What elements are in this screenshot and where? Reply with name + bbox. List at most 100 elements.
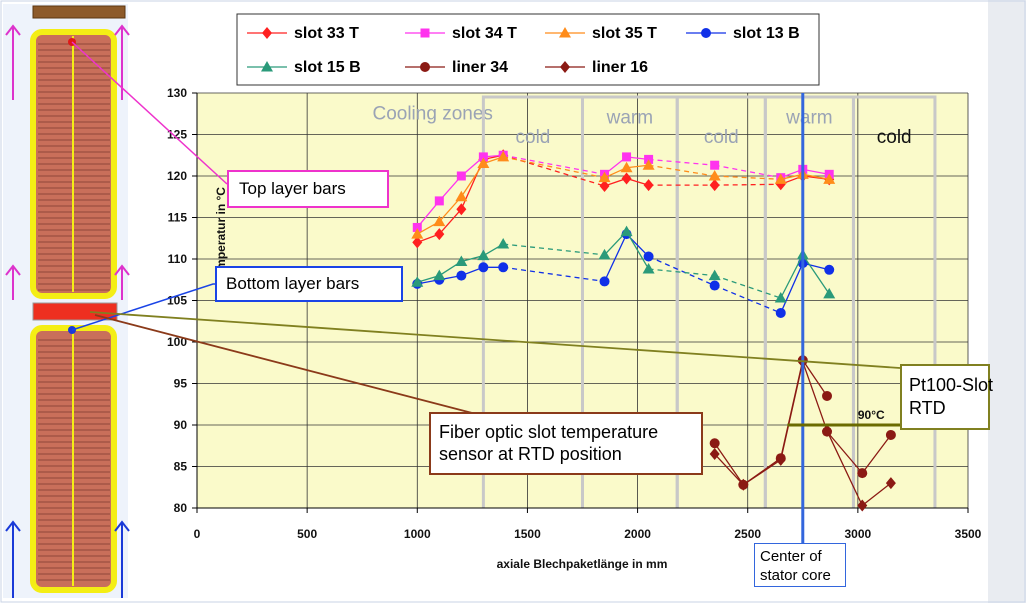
airflow-arrowhead [5, 520, 21, 532]
data-point [412, 222, 422, 232]
data-point [497, 238, 510, 249]
data-point [822, 390, 833, 401]
series-slot-15-b [411, 225, 836, 303]
data-point [434, 228, 445, 241]
data-point [885, 477, 896, 490]
legend-label: slot 35 T [592, 25, 657, 42]
data-point [412, 236, 423, 249]
x-tick-label: 1000 [404, 527, 431, 541]
threshold-label: 90°C [858, 408, 885, 422]
series-link [714, 175, 781, 180]
data-point [456, 203, 467, 216]
y-tick-label: 115 [168, 211, 188, 225]
data-point [456, 270, 467, 281]
center-label-line1: Center of [760, 548, 822, 565]
zone-label: cold [704, 127, 739, 148]
y-tick-label: 120 [167, 169, 187, 183]
data-point [599, 179, 610, 192]
legend-item: liner 16 [545, 59, 648, 76]
series-slot-35-t [411, 150, 836, 239]
legend-item: slot 35 T [545, 25, 657, 42]
fiber-label-line2: sensor at RTD position [439, 444, 622, 464]
data-point [643, 251, 654, 262]
rtd-label-line2: RTD [909, 398, 946, 418]
data-point [622, 152, 632, 162]
right-margin [988, 0, 1026, 603]
airflow-arrows [5, 24, 130, 598]
airflow-arrowhead [114, 264, 130, 276]
series-liner-16 [709, 355, 896, 512]
x-tick-label: 3500 [955, 527, 982, 541]
data-point [822, 424, 833, 437]
legend-item: slot 13 B [686, 25, 800, 42]
legend-marker [559, 27, 571, 38]
data-point [857, 468, 868, 479]
data-point [774, 173, 787, 184]
top-callout-leader [71, 41, 228, 185]
data-point [620, 161, 633, 173]
data-point [497, 150, 510, 162]
series-link [714, 274, 781, 299]
data-point [823, 173, 836, 184]
data-point [710, 160, 720, 170]
series-link [503, 154, 605, 175]
legend-label: slot 13 B [733, 25, 800, 42]
series-link [648, 158, 715, 166]
center-callout: Center of stator core [754, 543, 846, 587]
data-point [456, 171, 466, 181]
legend-marker [701, 28, 711, 38]
zone-label: warm [606, 108, 653, 129]
y-tick-label: 130 [167, 86, 187, 100]
data-point [478, 152, 488, 162]
airflow-arrowhead [114, 24, 130, 36]
legend-marker [560, 61, 570, 73]
data-point [824, 264, 835, 275]
legend-label: slot 33 T [294, 25, 359, 42]
legend-item: liner 34 [405, 59, 508, 76]
zone-label: cold [516, 127, 551, 148]
x-tick-label: 3000 [845, 527, 872, 541]
series-group [411, 149, 896, 512]
data-point [857, 499, 868, 512]
data-point [823, 287, 836, 299]
legend: slot 33 T slot 34 T slot 35 T slot 13 B slot… [236, 13, 820, 86]
x-tick-label: 2000 [624, 527, 651, 541]
data-point [642, 159, 655, 170]
data-point [708, 170, 721, 181]
airflow-arrowhead [5, 24, 21, 36]
legend-item: slot 15 B [247, 59, 361, 76]
top-layer-label: Top layer bars [239, 179, 346, 198]
data-point [477, 157, 490, 169]
data-point [599, 276, 610, 287]
fiber-callout-leader [94, 314, 477, 415]
legend-box [236, 13, 820, 86]
legend-label: liner 34 [452, 59, 508, 76]
bottom-layer-label: Bottom layer bars [226, 274, 360, 293]
data-point [709, 438, 720, 449]
data-point [411, 276, 424, 287]
data-point [478, 262, 489, 273]
data-point [598, 171, 611, 183]
legend-marker [420, 62, 430, 72]
data-point [775, 307, 786, 318]
rtd-callout-leader [89, 311, 901, 369]
zone-label: warm [785, 108, 832, 129]
series-link [648, 255, 715, 287]
center-label-line2: stator core [760, 567, 831, 584]
x-tick-label: 2500 [734, 527, 761, 541]
legend-label: slot 15 B [294, 59, 361, 76]
data-point [455, 190, 468, 202]
data-point [642, 262, 655, 274]
zone-label: cold [877, 127, 912, 148]
data-point [433, 215, 446, 227]
data-point [709, 179, 720, 192]
series-link [503, 243, 605, 256]
data-point [738, 478, 749, 491]
rtd-callout: Pt100-Slot RTD [900, 364, 993, 430]
y-tick-label: 80 [174, 501, 188, 515]
legend-marker [262, 27, 272, 39]
